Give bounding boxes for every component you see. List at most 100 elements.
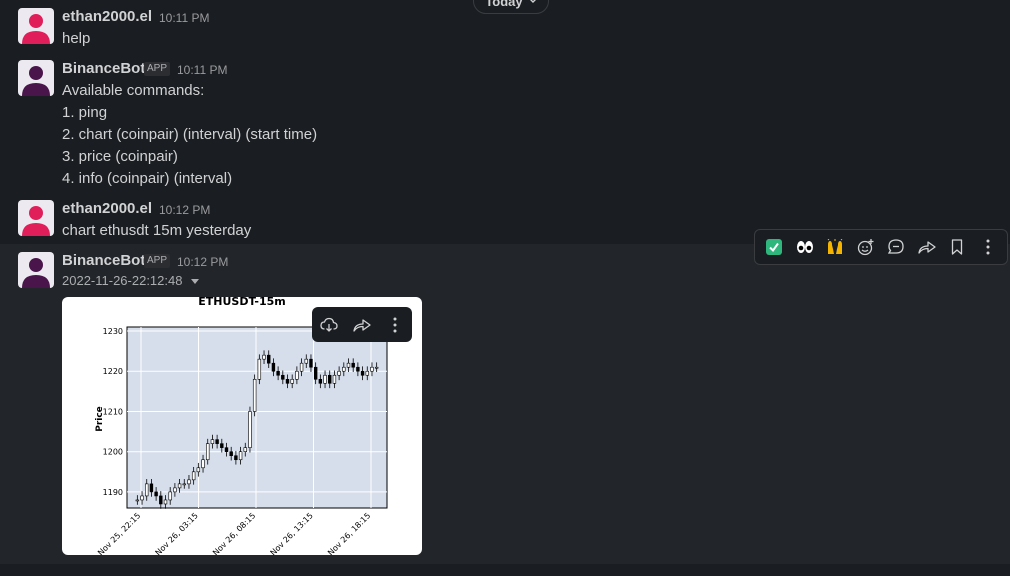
candle-body — [267, 354, 271, 364]
avatar[interactable] — [18, 252, 54, 288]
candle-body — [224, 447, 229, 452]
candle-body — [191, 471, 196, 481]
caret-down-icon[interactable] — [191, 279, 200, 285]
candlestick-chart: ETHUSDT-15m Price 1190 1200 1210 1220 1230 N… — [95, 297, 388, 555]
candle-body — [187, 479, 191, 485]
candle-body — [318, 378, 323, 384]
candle-body — [356, 366, 360, 372]
message-timestamp[interactable]: 10:12 PM — [159, 203, 211, 217]
candle-body — [215, 439, 219, 444]
candle-body — [309, 358, 313, 368]
reply-in-thread-icon[interactable] — [883, 234, 909, 260]
x-tick-label: Nov 26, 13:15 — [269, 511, 315, 555]
y-tick-label: 1220 — [103, 367, 123, 376]
username[interactable]: BinanceBot — [62, 60, 146, 77]
candle-body — [313, 366, 318, 380]
bookmark-icon[interactable] — [944, 234, 970, 260]
more-actions-icon[interactable] — [975, 234, 1001, 260]
username[interactable]: ethan2000.el — [62, 200, 153, 217]
message-timestamp[interactable]: 10:12 PM — [177, 255, 229, 269]
date-divider[interactable]: Today — [473, 0, 549, 14]
candle-body — [248, 411, 252, 448]
chart-title: ETHUSDT-15m — [198, 297, 285, 308]
image-toolbar — [312, 307, 412, 342]
attachment-name-text: 2022-11-26-22:12:48 — [62, 273, 183, 288]
candle-body — [285, 378, 290, 384]
share-icon[interactable] — [914, 234, 940, 260]
candle-body — [370, 366, 374, 372]
y-tick-label: 1230 — [103, 327, 123, 336]
add-reaction-icon[interactable] — [853, 234, 879, 260]
x-tick-label: Nov 25, 22:15 — [96, 511, 142, 555]
attachment-name[interactable]: 2022-11-26-22:12:48 — [62, 273, 200, 288]
share-icon[interactable] — [349, 312, 375, 338]
candle-body — [252, 378, 257, 412]
message-text: chart ethusdt 15m yesterday — [62, 222, 252, 239]
candle-body — [323, 374, 327, 384]
message-text: 4. info (coinpair) (interval) — [62, 170, 233, 187]
download-icon[interactable] — [316, 312, 342, 338]
candle-body — [220, 443, 224, 448]
message-text: 3. price (coinpair) — [62, 148, 178, 165]
candles — [135, 350, 379, 509]
candle-body — [135, 499, 140, 502]
candle-body — [173, 487, 177, 493]
candle-body — [346, 362, 351, 368]
message-text: help — [62, 30, 91, 47]
candle-body — [328, 374, 332, 384]
candle-body — [154, 491, 158, 497]
eyes-emoji[interactable] — [792, 234, 818, 260]
candle-body — [332, 374, 337, 384]
message-text: 1. ping — [62, 104, 108, 121]
x-tick-label: Nov 26, 18:15 — [326, 511, 372, 555]
message-text: 2. chart (coinpair) (interval) (start ti… — [62, 126, 318, 143]
chevron-down-icon — [529, 0, 536, 3]
candle-body — [262, 354, 266, 360]
y-axis-label: Price — [95, 406, 105, 432]
message-actions-bar — [754, 229, 1008, 265]
message-timestamp[interactable]: 10:11 PM — [159, 11, 210, 25]
raised-hands-emoji[interactable] — [822, 234, 848, 260]
white-check-mark-emoji[interactable] — [761, 234, 787, 260]
candle-body — [304, 358, 308, 364]
candle-body — [196, 467, 201, 473]
candle-body — [271, 362, 276, 372]
message-timestamp[interactable]: 10:11 PM — [177, 63, 228, 77]
candle-body — [342, 366, 346, 372]
candle-body — [374, 366, 379, 369]
avatar[interactable] — [18, 60, 54, 96]
candle-body — [295, 370, 299, 380]
candle-body — [145, 483, 149, 497]
candle-body — [281, 374, 285, 380]
message-text: Available commands: — [62, 82, 205, 99]
candle-body — [177, 483, 182, 489]
y-tick-label: 1210 — [103, 407, 123, 416]
candle-body — [337, 370, 341, 376]
more-icon[interactable] — [382, 312, 408, 338]
y-ticks: 1190 1200 1210 1220 1230 — [103, 327, 123, 497]
x-tick-label: Nov 26, 08:15 — [211, 511, 257, 555]
username[interactable]: BinanceBot — [62, 252, 146, 269]
avatar[interactable] — [18, 8, 54, 44]
y-tick-label: 1190 — [103, 488, 123, 497]
x-ticks: Nov 25, 22:15 Nov 26, 03:15 Nov 26, 08:15 N… — [96, 511, 372, 555]
date-divider-label: Today — [485, 0, 523, 9]
username[interactable]: ethan2000.el — [62, 8, 153, 25]
composer-divider — [0, 564, 1010, 576]
candle-body — [210, 439, 215, 444]
candle-body — [299, 362, 304, 372]
app-badge: APP — [144, 62, 171, 76]
candle-body — [243, 447, 247, 452]
candle-body — [159, 495, 163, 505]
candle-body — [229, 451, 233, 457]
app-badge: APP — [144, 254, 171, 268]
avatar[interactable] — [18, 200, 54, 236]
candle-body — [276, 370, 280, 376]
candle-body — [168, 491, 172, 501]
candle-body — [201, 459, 205, 469]
y-tick-label: 1200 — [103, 448, 123, 457]
candle-body — [360, 370, 365, 376]
candle-body — [365, 370, 369, 376]
candle-body — [163, 499, 168, 505]
candle-body — [290, 378, 294, 384]
